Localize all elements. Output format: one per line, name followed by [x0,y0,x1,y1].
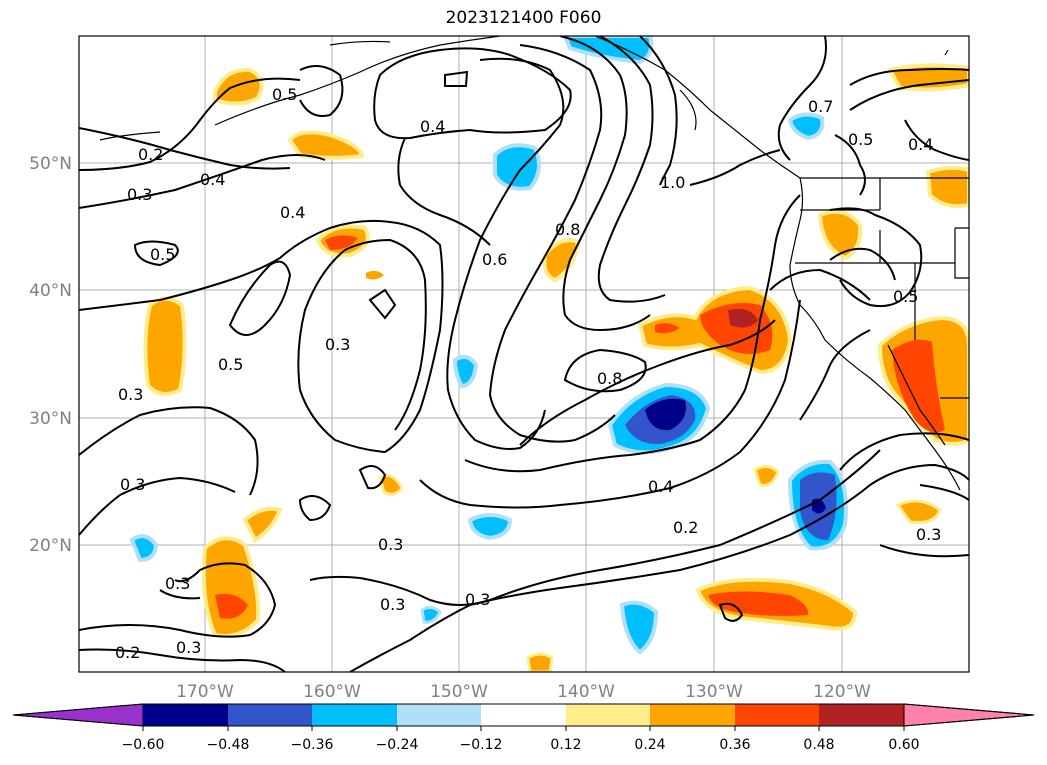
colorbar-tick-label: 0.60 [888,737,919,753]
contour-label: 0.2 [115,643,140,662]
positive-anomaly-area [378,474,404,496]
lon-label: 150°W [430,682,488,702]
contour-label: 0.5 [150,245,175,264]
lon-label: 170°W [176,682,234,702]
colorbar-segment [397,704,481,726]
positive-anomaly-area [526,652,554,672]
contour-label: 1.0 [660,173,685,192]
colorbar-segment [481,704,566,726]
shaded-anomalies [129,36,969,672]
colorbar-segment [566,704,650,726]
lon-label: 140°W [557,682,615,702]
lat-label: 50°N [29,154,72,174]
colorbar-tick-label: 0.12 [550,737,581,753]
contour-label: 0.4 [908,135,933,154]
contour-label: 0.3 [176,638,201,657]
contour-label: 0.5 [893,287,918,306]
colorbar-tick-label: 0.24 [634,737,665,753]
positive-anomaly-area [753,465,780,487]
map-plot-area: 0.4 0.5 0.2 0.3 0.4 0.4 0.5 0.3 0.5 0.3 … [79,36,969,672]
contour-label: 0.4 [648,477,673,496]
colorbar-segment [819,704,904,726]
lat-label: 20°N [29,536,72,556]
contour-label: 0.3 [120,475,145,494]
colorbar-tick-label: −0.24 [376,737,419,753]
negative-anomaly-area [467,513,513,541]
negative-anomaly-area [562,36,654,65]
lat-label: 40°N [29,281,72,301]
contour-label: 0.7 [808,97,833,116]
colorbar-tick-label: 0.36 [719,737,750,753]
colorbar-segment [143,704,228,726]
colorbar-tick-label: −0.60 [122,737,165,753]
contour-label: 0.3 [916,525,941,544]
lon-label: 160°W [303,682,361,702]
lat-label: 30°N [29,409,72,429]
positive-anomaly-area [201,536,261,638]
contour-label: 0.4 [280,203,305,222]
lon-label: 120°W [813,682,871,702]
colorbar-tick-label: −0.36 [291,737,334,753]
contour-label: 0.3 [378,535,403,554]
contour-label: 0.3 [380,595,405,614]
contour-label: 0.4 [200,170,225,189]
colorbar-segment [735,704,819,726]
contour-label: 0.3 [465,590,490,609]
contour-label: 0.5 [218,355,243,374]
contour-label: 0.8 [555,220,580,239]
contour-label: 0.6 [482,250,507,269]
negative-anomaly-area [452,354,479,389]
contour-label: 0.3 [165,574,190,593]
colorbar-segment [650,704,735,726]
positive-anomaly-area [287,130,365,160]
positive-anomaly-area [542,238,581,283]
negative-anomaly-area [493,143,541,191]
positive-anomaly-area [887,63,969,92]
contour-label: 0.5 [272,85,297,104]
positive-anomaly-area [213,67,264,106]
colorbar-tick-label: 0.48 [803,737,834,753]
positive-anomaly-area [143,296,187,396]
contour-label: 0.4 [420,117,445,136]
contour-label: 0.2 [673,518,698,537]
colorbar-extend-min [12,703,144,727]
negative-anomaly-area [420,605,442,624]
map-frame [78,35,970,673]
map-title: 2023121400 F060 [445,8,602,28]
positive-anomaly-area [895,499,942,524]
positive-anomaly-area [242,506,283,543]
contour-lines [79,36,969,672]
colorbar-tick-label: −0.48 [207,737,250,753]
lon-label: 130°W [685,682,743,702]
negative-anomaly-area [787,112,825,141]
contour-label: 0.2 [138,145,163,164]
colorbar: −0.60 −0.48 −0.36 −0.24 −0.12 0.12 0.24 0.36 0.4… [12,703,1035,753]
contour-label: 0.8 [597,369,622,388]
colorbar-tick-label: −0.12 [460,737,503,753]
positive-anomaly-area [817,209,863,261]
longitude-labels: 170°W 160°W 150°W 140°W 130°W 120°W [176,682,871,702]
coastlines [99,36,969,491]
negative-anomaly-area [129,534,159,563]
colorbar-extend-max [903,703,1035,727]
colorbar-segment [312,704,397,726]
contour-label: 0.3 [127,185,152,204]
latitude-labels: 50°N 40°N 30°N 20°N [29,154,72,556]
negative-anomaly-area [619,600,659,655]
contour-label: 0.5 [848,130,873,149]
contour-label-group: 0.4 0.5 0.2 0.3 0.4 0.4 0.5 0.3 0.5 0.3 … [115,85,941,662]
contour-label: 0.3 [118,385,143,404]
colorbar-segment [228,704,312,726]
contour-label: 0.3 [325,335,350,354]
positive-anomaly-area [925,165,969,209]
